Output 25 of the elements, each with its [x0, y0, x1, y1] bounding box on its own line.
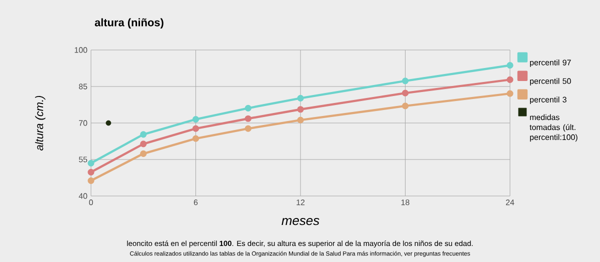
point: [244, 125, 252, 132]
point: [244, 115, 252, 122]
point: [506, 76, 514, 83]
y-axis-title: altura (cm.): [35, 96, 46, 150]
point: [88, 168, 94, 176]
point: [88, 177, 94, 184]
point: [297, 116, 304, 124]
point: [402, 90, 409, 96]
point: [402, 102, 409, 110]
point: [140, 140, 147, 148]
point: [140, 150, 147, 157]
chart-title: altura (niños): [94, 18, 164, 28]
point: [140, 131, 147, 138]
point: [192, 116, 200, 123]
point: [192, 125, 200, 132]
point: [192, 135, 200, 142]
point: [297, 94, 304, 102]
point: [297, 106, 304, 113]
point: [244, 104, 252, 112]
point: [506, 62, 514, 69]
point: [506, 90, 514, 97]
point: [402, 78, 409, 84]
point: [106, 120, 112, 126]
point: [88, 160, 94, 166]
x-axis-title: meses: [282, 218, 320, 226]
